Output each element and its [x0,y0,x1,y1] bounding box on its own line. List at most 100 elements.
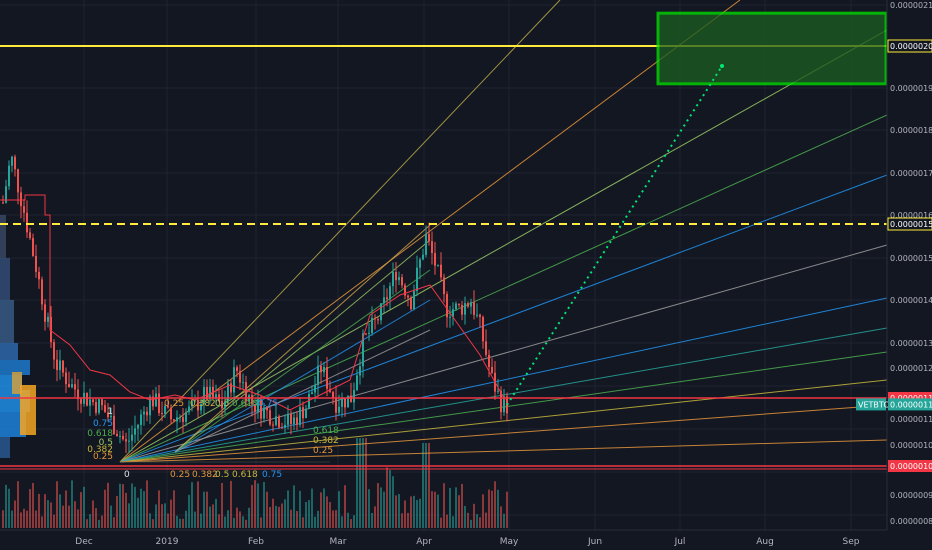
candle-body [71,384,73,388]
volume-bar [170,499,172,528]
candle-body [125,439,127,442]
target-zone [656,11,888,86]
projection-arrow[interactable] [506,64,724,406]
candle-body [374,317,376,320]
time-axis-bg [0,530,932,550]
fan-line-2 [174,239,431,453]
candle-body [5,186,7,203]
volume-bar [233,517,235,528]
candle-body [149,396,151,416]
volume-bar [458,495,460,528]
volume-bar [485,512,487,528]
fib-label-mid: 0.618 [313,426,339,436]
volume-bar [143,491,145,528]
volume-bar [404,500,406,528]
candle-body [38,271,40,280]
volume-bar [8,488,10,528]
candle-body [353,389,355,403]
candle-body [302,407,304,419]
candle-body [89,399,91,406]
fib-label-lower: 0.75 [262,470,282,480]
candle-body [215,394,217,398]
volume-bar [437,494,439,528]
candle-body [485,341,487,355]
volume-bar [362,438,364,528]
volume-bar [353,515,355,528]
candle-body [200,404,202,411]
candle-body [191,401,193,407]
candle-body [392,271,394,287]
price-tick-label: 0.00000094 [890,491,932,500]
candle-body [290,413,292,425]
volume-bar [2,510,4,528]
candle-body [503,396,505,413]
volume-bar [455,487,457,528]
candle-body [410,297,412,310]
fan-line [119,174,888,463]
volume-bar [110,505,112,528]
volume-bar [224,516,226,528]
volume-bar [365,438,367,528]
volume-bar [434,491,436,528]
candle-body [326,367,328,389]
volume-profile-poc [20,385,36,435]
volume-bar [206,491,208,528]
fib-label-lower: 0 [124,470,130,480]
fan-line [119,404,888,463]
volume-bar [17,481,19,528]
volume-bar [83,486,85,528]
candle-body [260,399,262,419]
volume-bar [44,494,46,528]
candle-body [206,386,208,400]
candle-body [377,319,379,321]
volume-profile-bar [0,437,10,458]
volume-bar [215,498,217,528]
volume-bar [179,518,181,528]
volume-bar [257,483,259,528]
volume-bar [326,496,328,528]
candle-body [446,293,448,318]
volume-bar [269,506,271,528]
volume-bar [338,491,340,528]
volume-bar [173,490,175,528]
red-step-line [0,194,506,411]
fan-line-2 [174,329,431,453]
volume-bar [140,488,142,528]
candle-body [323,367,325,373]
price-tick-label: 0.00000106 [890,441,932,450]
volume-bar [212,504,214,528]
volume-bar [218,514,220,528]
volume-bar [383,491,385,528]
time-tick-label: Apr [416,537,432,547]
time-axis[interactable]: Dec 2019 Feb Mar Apr May Jun Jul Aug Sep [75,537,859,547]
candle-body [281,427,283,429]
volume-bar [266,491,268,528]
candle-body [308,394,310,409]
time-tick-label: Aug [756,537,774,547]
candle-body [80,399,82,404]
candle-body [269,410,271,425]
candle-body [341,397,343,407]
time-tick-label: Mar [330,537,347,547]
candle-body [179,417,181,419]
fan-line-2 [174,224,431,453]
fan-line [119,0,741,463]
candle-body [305,408,307,419]
target-box[interactable] [656,11,888,86]
volume-bar [86,519,88,528]
volume-bar [239,511,241,528]
candle-body [365,333,367,335]
volume-bar [506,491,508,528]
volume-bar [11,510,13,528]
volume-bar [395,495,397,528]
candle-body [230,383,232,393]
candle-body [29,232,31,239]
candle-body [263,407,265,419]
candle-body [320,365,322,373]
volume-bar [53,514,55,528]
candle-body [407,295,409,298]
candle-body [131,434,133,441]
